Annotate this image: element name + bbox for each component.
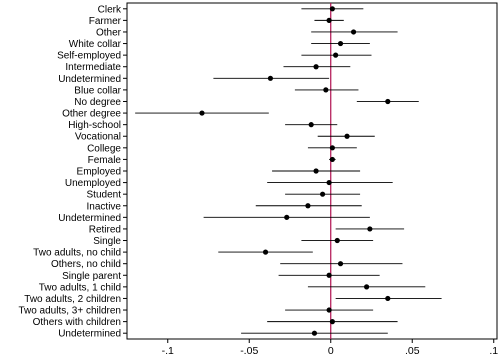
point-estimate [308, 122, 314, 128]
y-tick-label: Clerk [98, 4, 122, 15]
y-tick-label: Blue collar [74, 85, 121, 96]
point-estimate [333, 52, 339, 58]
y-tick-label: Other [96, 27, 122, 38]
point-estimate [326, 272, 332, 278]
point-estimate [344, 133, 350, 139]
y-tick-label: Other degree [62, 109, 121, 120]
point-estimate [313, 64, 319, 70]
y-tick-label: Vocational [75, 132, 121, 143]
y-tick-label: College [87, 143, 121, 154]
point-estimate [199, 110, 205, 116]
point-estimate [337, 261, 344, 267]
y-tick-label: Undetermined [58, 329, 121, 340]
y-tick-label: Two adults, 1 child [39, 282, 121, 293]
x-axis: -.1 -.05 0 .05 .1 [162, 339, 498, 357]
point-estimate [326, 307, 332, 313]
y-tick-label: Farmer [89, 16, 122, 27]
y-tick-label: Two adults, 3+ children [18, 306, 121, 317]
x-tick-label: .05 [405, 345, 420, 357]
point-estimate [284, 214, 290, 220]
y-tick-label: Inactive [87, 201, 122, 212]
x-tick-label: -.1 [162, 345, 174, 357]
x-tick-label: 0 [328, 345, 334, 357]
y-tick-label: Undetermined [58, 213, 121, 224]
point-estimate [267, 75, 274, 81]
y-tick-label: Undetermined [58, 74, 121, 85]
y-tick-label: Others, no child [51, 259, 121, 270]
x-tick-label: .1 [489, 345, 498, 357]
y-tick-label: Two adults, no child [33, 248, 121, 259]
y-tick-label: No degree [74, 97, 121, 108]
y-tick-label: Others with children [33, 317, 121, 328]
point-estimate [350, 29, 357, 35]
point-estimate [334, 237, 340, 244]
point-estimate [337, 40, 344, 47]
point-estimate [367, 226, 373, 232]
x-tick-label: -.05 [240, 345, 258, 357]
y-tick-label: High-school [68, 120, 121, 131]
y-tick-label: Intermediate [65, 62, 121, 73]
point-estimate [329, 6, 335, 12]
y-tick-label: Single [93, 236, 121, 247]
y-tick-label: Two adults, 2 children [24, 294, 121, 305]
y-tick-label: Student [87, 190, 122, 201]
y-tick-label: Retired [89, 224, 121, 235]
point-estimate [326, 179, 332, 186]
y-tick-label: Unemployed [65, 178, 121, 189]
y-tick-label: Single parent [62, 271, 121, 282]
point-estimate [364, 284, 370, 290]
point-estimate [329, 145, 335, 151]
point-estimate [385, 295, 391, 302]
point-estimate [305, 203, 311, 209]
point-estimate [326, 17, 332, 23]
point-estimate [313, 168, 319, 174]
point-estimate [329, 319, 335, 325]
point-estimate [323, 87, 329, 93]
y-tick-label: White collar [69, 39, 122, 50]
point-estimate [319, 191, 326, 197]
y-tick-label: Female [88, 155, 122, 166]
y-tick-label: Employed [77, 167, 121, 178]
y-tick-label: Self-employed [57, 51, 121, 62]
point-estimate [262, 249, 269, 255]
point-estimate-layer [199, 6, 391, 336]
point-estimate [329, 156, 335, 163]
point-estimate [385, 98, 391, 105]
point-estimate [311, 330, 318, 336]
